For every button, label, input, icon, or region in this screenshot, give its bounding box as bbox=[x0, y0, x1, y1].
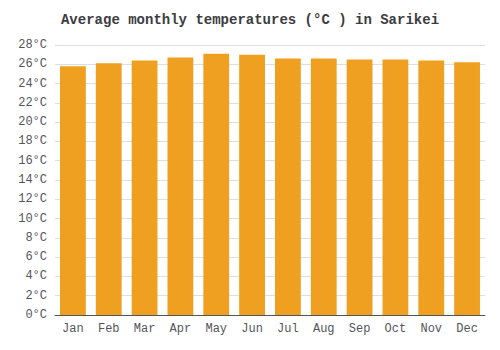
svg-text:May: May bbox=[205, 322, 227, 336]
svg-text:8°C: 8°C bbox=[25, 231, 47, 245]
svg-text:Dec: Dec bbox=[456, 322, 478, 336]
svg-text:Apr: Apr bbox=[170, 322, 192, 336]
svg-text:2°C: 2°C bbox=[25, 289, 47, 303]
svg-text:Jan: Jan bbox=[62, 322, 84, 336]
svg-text:18°C: 18°C bbox=[18, 134, 47, 148]
svg-text:Oct: Oct bbox=[385, 322, 407, 336]
svg-text:12°C: 12°C bbox=[18, 192, 47, 206]
svg-text:28°C: 28°C bbox=[18, 38, 47, 52]
svg-text:Sep: Sep bbox=[349, 322, 371, 336]
svg-text:14°C: 14°C bbox=[18, 173, 47, 187]
svg-text:6°C: 6°C bbox=[25, 250, 47, 264]
svg-text:Aug: Aug bbox=[313, 322, 335, 336]
svg-text:22°C: 22°C bbox=[18, 96, 47, 110]
svg-text:Feb: Feb bbox=[98, 322, 120, 336]
svg-text:Average monthly temperatures (: Average monthly temperatures (°C ) in Sa… bbox=[61, 12, 439, 28]
svg-text:Mar: Mar bbox=[134, 322, 156, 336]
svg-text:0°C: 0°C bbox=[25, 308, 47, 322]
svg-text:4°C: 4°C bbox=[25, 269, 47, 283]
svg-text:16°C: 16°C bbox=[18, 154, 47, 168]
svg-text:24°C: 24°C bbox=[18, 77, 47, 91]
svg-text:Nov: Nov bbox=[420, 322, 442, 336]
svg-text:20°C: 20°C bbox=[18, 115, 47, 129]
svg-text:26°C: 26°C bbox=[18, 57, 47, 71]
svg-text:10°C: 10°C bbox=[18, 212, 47, 226]
svg-text:Jul: Jul bbox=[277, 322, 299, 336]
svg-text:Jun: Jun bbox=[241, 322, 263, 336]
